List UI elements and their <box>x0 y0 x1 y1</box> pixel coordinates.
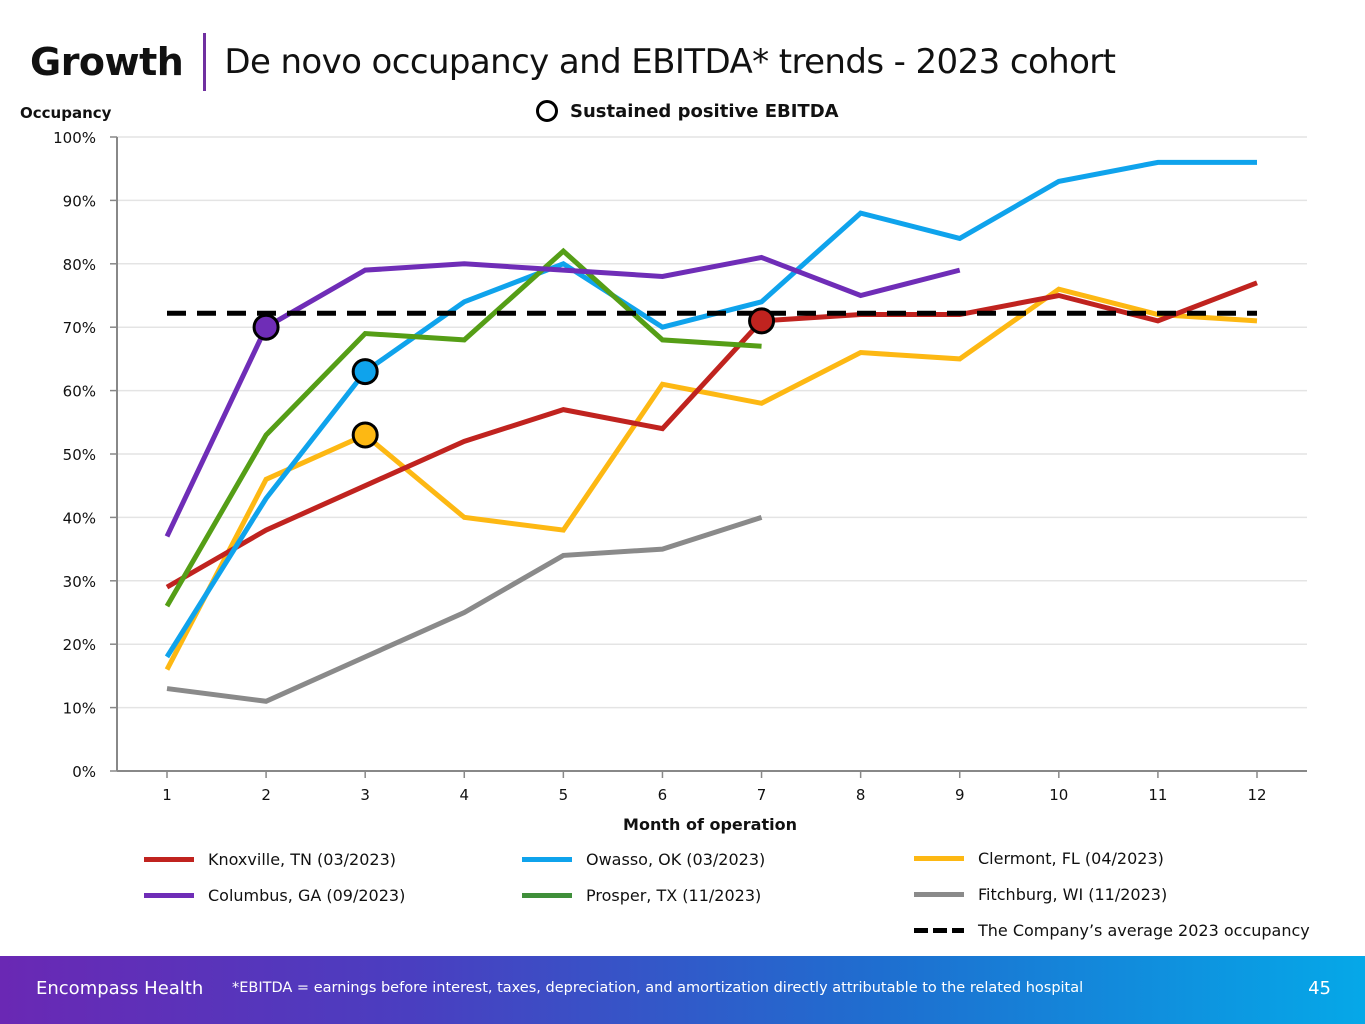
legend-item: Clermont, FL (04/2023) <box>914 849 1164 868</box>
ebitda-marker-legend: Sustained positive EBITDA <box>536 100 839 122</box>
ebitda-marker-owasso <box>351 358 379 386</box>
slide-title: De novo occupancy and EBITDA* trends - 2… <box>224 42 1116 82</box>
y-tick-label: 80% <box>63 256 96 274</box>
series-lines <box>164 159 1258 704</box>
x-tick-label: 7 <box>757 786 767 804</box>
x-tick-label: 1 <box>162 786 172 804</box>
legend-item: Fitchburg, WI (11/2023) <box>914 885 1167 904</box>
x-tick-label: 10 <box>1049 786 1068 804</box>
section-title: Growth <box>30 40 184 84</box>
ebitda-marker-legend-label: Sustained positive EBITDA <box>570 100 839 122</box>
legend-swatch <box>522 893 572 898</box>
legend-label: The Company’s average 2023 occupancy <box>978 921 1310 940</box>
company-brand: Encompass Health <box>36 978 204 999</box>
x-tick-label: 11 <box>1148 786 1167 804</box>
legend-item: Prosper, TX (11/2023) <box>522 886 761 905</box>
y-tick-label: 70% <box>63 319 96 337</box>
series-line-clermont <box>164 286 1258 671</box>
gridlines <box>117 136 1307 709</box>
ebitda-marker-columbus <box>252 313 280 341</box>
ebitda-markers <box>252 307 776 449</box>
x-tick-label: 8 <box>856 786 866 804</box>
y-tick-label: 100% <box>53 129 96 147</box>
x-axis-title: Month of operation <box>623 815 797 834</box>
series-line-fitchburg <box>166 515 763 704</box>
y-tick-label: 50% <box>63 446 96 464</box>
y-tick-label: 0% <box>72 763 96 781</box>
series-line-knoxville <box>165 280 1258 590</box>
legend-swatch <box>914 856 964 861</box>
ebitda-marker-knoxville <box>748 307 776 335</box>
legend-label: Columbus, GA (09/2023) <box>208 886 406 905</box>
footer-bar: Encompass Health *EBITDA = earnings befo… <box>0 956 1365 1024</box>
x-tick-label: 9 <box>955 786 965 804</box>
series-line-prosper <box>164 247 762 608</box>
ebitda-marker-clermont <box>351 421 379 449</box>
page-number: 45 <box>1308 978 1331 999</box>
x-tick-label: 2 <box>261 786 271 804</box>
series-line-owasso <box>164 159 1257 659</box>
y-tick-label: 60% <box>63 383 96 401</box>
legend-item: Knoxville, TN (03/2023) <box>144 850 396 869</box>
legend-item: The Company’s average 2023 occupancy <box>914 921 1310 940</box>
legend-item: Owasso, OK (03/2023) <box>522 850 765 869</box>
hollow-circle-icon <box>536 100 558 122</box>
legend-label: Knoxville, TN (03/2023) <box>208 850 396 869</box>
legend-label: Clermont, FL (04/2023) <box>978 849 1164 868</box>
x-tick-label: 6 <box>658 786 668 804</box>
y-tick-label: 20% <box>63 636 96 654</box>
y-axis-title: Occupancy <box>20 104 112 122</box>
legend-swatch <box>914 928 964 933</box>
x-axis-ticks: 1 2 3 4 5 6 7 8 9 10 11 12 <box>162 771 1267 804</box>
ebitda-footnote: *EBITDA = earnings before interest, taxe… <box>232 980 1084 996</box>
x-tick-label: 12 <box>1247 786 1266 804</box>
slide-header: Growth De novo occupancy and EBITDA* tre… <box>30 32 1116 92</box>
x-tick-label: 4 <box>459 786 469 804</box>
y-axis-ticks: 0% 10% 20% 30% 40% 50% 60% 70% 80% 90% 100% <box>53 129 117 781</box>
y-tick-label: 90% <box>63 192 96 210</box>
y-tick-label: 30% <box>63 573 96 591</box>
legend-swatch <box>144 893 194 898</box>
y-tick-label: 40% <box>63 509 96 527</box>
legend-label: Prosper, TX (11/2023) <box>586 886 762 905</box>
y-tick-label: 10% <box>63 700 96 718</box>
title-divider <box>203 33 207 91</box>
legend-swatch <box>914 892 964 897</box>
legend-label: Owasso, OK (03/2023) <box>586 850 766 869</box>
legend-swatch <box>144 857 194 862</box>
legend-label: Fitchburg, WI (11/2023) <box>978 885 1168 904</box>
legend-swatch <box>522 857 572 862</box>
legend-item: Columbus, GA (09/2023) <box>144 886 405 905</box>
x-tick-label: 3 <box>360 786 370 804</box>
series-line-columbus <box>164 254 961 538</box>
x-tick-label: 5 <box>559 786 569 804</box>
